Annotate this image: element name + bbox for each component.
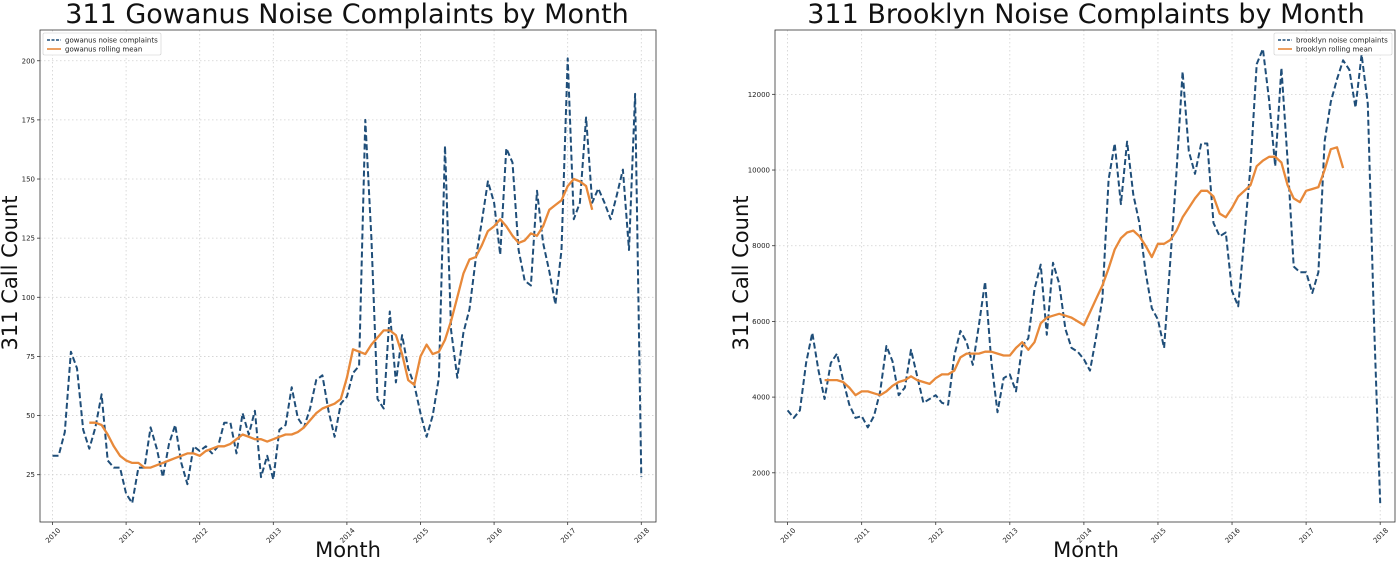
brooklyn-x-tick-label: 2018 xyxy=(1372,527,1390,545)
brooklyn-y-tick-label: 4000 xyxy=(752,394,770,402)
gowanus-y-tick-label: 125 xyxy=(22,235,35,243)
brooklyn-x-tick-label: 2011 xyxy=(853,527,871,545)
gowanus-y-tick-label: 200 xyxy=(22,57,35,65)
gowanus-grid xyxy=(40,30,656,522)
brooklyn-y-tick-label: 6000 xyxy=(752,318,770,326)
brooklyn-x-tick-label: 2015 xyxy=(1150,527,1168,545)
gowanus-legend-label: gowanus rolling mean xyxy=(65,46,142,54)
gowanus-x-tick-label: 2010 xyxy=(44,527,62,545)
gowanus-x-tick-label: 2011 xyxy=(118,527,136,545)
brooklyn-legend-label: brooklyn rolling mean xyxy=(1296,46,1372,54)
gowanus-complaints-line xyxy=(52,57,643,505)
brooklyn-x-tick-label: 2016 xyxy=(1224,526,1243,545)
brooklyn-x-axis-title: Month xyxy=(1053,538,1119,562)
brooklyn-grid xyxy=(775,30,1395,522)
brooklyn-x-tick-label: 2010 xyxy=(779,527,797,545)
brooklyn-y-tick-label: 10000 xyxy=(748,167,770,175)
brooklyn-legend-label: brooklyn noise complaints xyxy=(1296,37,1388,45)
brooklyn-plot-frame xyxy=(774,29,1396,523)
brooklyn-chart: 311 Brooklyn Noise Complaints by Month 3… xyxy=(729,0,1396,562)
gowanus-chart: 311 Gowanus Noise Complaints by Month 31… xyxy=(0,0,657,562)
brooklyn-chart-title: 311 Brooklyn Noise Complaints by Month xyxy=(807,0,1365,30)
gowanus-x-tick-label: 2017 xyxy=(559,527,577,545)
gowanus-x-tick-label: 2013 xyxy=(265,527,283,545)
brooklyn-x-tick-label: 2017 xyxy=(1298,527,1316,545)
gowanus-y-tick-label: 175 xyxy=(22,116,35,124)
brooklyn-complaints-line xyxy=(786,47,1382,504)
gowanus-x-tick-label: 2016 xyxy=(486,526,505,545)
gowanus-x-tick-label: 2018 xyxy=(633,527,651,545)
brooklyn-y-axis-title: 311 Call Count xyxy=(729,196,753,351)
gowanus-y-tick-label: 50 xyxy=(26,412,35,420)
gowanus-y-axis-title: 311 Call Count xyxy=(0,196,22,351)
gowanus-x-tick-label: 2015 xyxy=(412,527,430,545)
gowanus-y-tick-label: 25 xyxy=(26,471,35,479)
gowanus-y-tick-label: 75 xyxy=(26,353,35,361)
brooklyn-y-tick-label: 12000 xyxy=(748,91,770,99)
brooklyn-y-tick-label: 8000 xyxy=(752,242,770,250)
gowanus-y-tick-label: 100 xyxy=(22,294,35,302)
gowanus-plot-frame xyxy=(39,29,657,523)
brooklyn-legend-box xyxy=(1273,32,1393,56)
gowanus-legend-label: gowanus noise complaints xyxy=(65,37,158,45)
brooklyn-x-tick-label: 2012 xyxy=(927,527,945,545)
brooklyn-series xyxy=(786,47,1382,504)
brooklyn-y-tick-label: 2000 xyxy=(752,469,770,477)
gowanus-x-tick-label: 2012 xyxy=(191,527,209,545)
gowanus-series xyxy=(52,57,643,505)
brooklyn-rolling-mean-line xyxy=(824,146,1345,397)
gowanus-chart-title: 311 Gowanus Noise Complaints by Month xyxy=(65,0,629,30)
gowanus-legend-box xyxy=(42,32,162,56)
gowanus-x-axis-title: Month xyxy=(315,538,381,562)
gowanus-rolling-mean-line xyxy=(89,177,594,469)
gowanus-y-tick-label: 150 xyxy=(22,176,35,184)
brooklyn-x-tick-label: 2013 xyxy=(1001,527,1019,545)
